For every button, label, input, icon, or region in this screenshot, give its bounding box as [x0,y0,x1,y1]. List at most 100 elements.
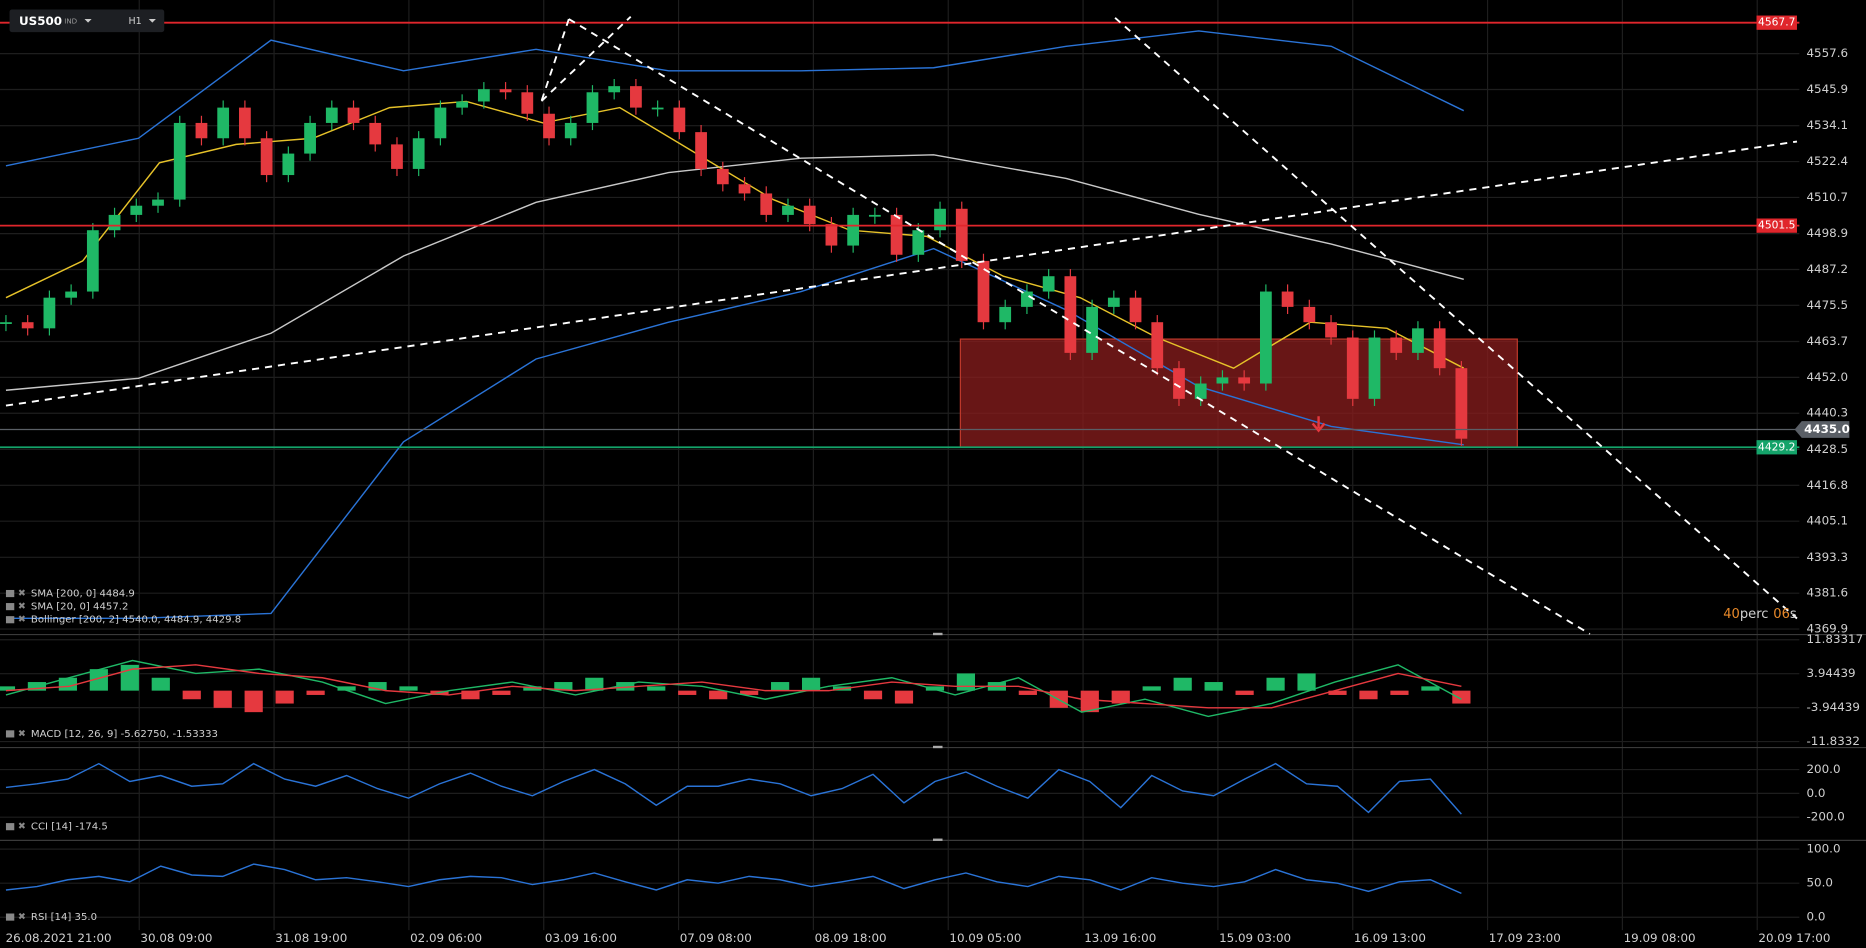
macd-bar [89,669,108,691]
legend-label: Bollinger [200, 2] 4540.0, 4484.9, 4429.… [31,615,241,626]
legend-icon [5,589,15,598]
candle [738,184,751,194]
candle [1064,276,1077,353]
candle [1259,291,1272,384]
legend-icon [5,913,15,921]
countdown-part: s [1790,606,1797,621]
time-label: 10.09 05:00 [949,931,1021,945]
level-marker [1756,218,1797,233]
macd-bar [647,686,666,691]
y-tick-label: -200.0 [1806,810,1844,824]
indicator-line [5,30,1465,167]
legend-icon [5,603,15,611]
y-tick-label: 3.94439 [1806,666,1855,680]
candle [1129,297,1142,323]
y-tick-label: 0.0 [1806,786,1825,800]
time-label: 19.09 08:00 [1624,931,1696,945]
macd-bar [0,686,16,691]
candle [217,107,230,139]
y-tick-label: -3.94439 [1806,700,1859,714]
candle [477,89,490,102]
macd-bar [740,690,759,695]
macd-bar [523,686,542,691]
candle [239,107,251,139]
countdown-part: 40 [1723,606,1740,621]
macd-bar [894,690,914,704]
candle [108,214,121,231]
y-tick-label: 4393.3 [1806,550,1848,564]
macd-bar [1421,686,1440,691]
candle [1368,337,1381,399]
legend-close: ✖ [18,614,26,625]
time-label: 02.09 06:00 [410,931,482,945]
candle [65,291,78,298]
candle [412,138,425,169]
candle [1303,306,1316,323]
legend-label: SMA [20, 0] 4457.2 [31,602,128,613]
candle [695,132,707,169]
legend-icon [5,730,15,738]
countdown-part: 06 [1773,606,1790,621]
candle [608,86,621,93]
candle [391,144,403,169]
macd-bar [956,673,976,691]
candle [282,153,295,176]
level-label: 4567.7 [1758,16,1795,29]
indicator-line [5,247,1464,620]
macd-bar [337,686,356,691]
sell-arrow [1311,416,1326,433]
time-label: 03.09 16:00 [545,931,617,945]
macd-bar [771,682,790,691]
candle [782,205,794,215]
candle [630,86,642,108]
timeframe[interactable]: H1 [129,16,142,27]
y-tick-label: 4545.9 [1806,82,1848,96]
candle [1151,322,1164,369]
y-tick-label: 4487.2 [1806,262,1848,276]
y-tick-label: -11.8332 [1806,734,1859,748]
macd-bar [1111,690,1130,704]
candle [1086,306,1098,353]
legend-close: ✖ [18,821,26,832]
macd-line [5,659,1462,718]
y-tick-label: 4416.8 [1806,478,1848,492]
macd-bar [925,686,945,691]
candle [1433,328,1446,369]
candle [434,107,447,139]
dropdown-icon[interactable] [84,19,92,23]
macd-bar [1390,690,1409,695]
candle [1390,337,1403,353]
macd-bar [1235,690,1254,695]
candle [825,224,838,246]
plot [0,21,1800,895]
time-label: 16.09 13:00 [1354,931,1426,945]
macd-bar [1142,686,1161,691]
candle [890,214,903,255]
y-tick-label: 4475.5 [1806,298,1848,312]
macd-line [5,664,1462,709]
y-tick-label: 0.0 [1806,910,1825,924]
candle [347,107,360,123]
oscillator-line [5,762,1462,815]
dropdown-icon[interactable] [148,19,156,23]
symbol[interactable]: US500 [19,14,62,28]
macd-bar [244,690,263,713]
indicator-line [5,100,1465,369]
time-label: 15.09 03:00 [1219,931,1291,945]
toolbar[interactable]: US500 IND H1 [9,9,165,33]
macd-bar [1173,677,1192,691]
macd-bar [616,682,635,691]
y-tick-label: 4452.0 [1806,370,1848,384]
y-tick-label: 50.0 [1806,876,1832,890]
candle [0,322,12,324]
candle [86,230,99,292]
time-label: 30.08 09:00 [140,931,212,945]
trend-line [5,140,1798,407]
candle [260,138,273,176]
legend-icon [5,616,15,624]
macd-bar [801,677,821,691]
candle [43,297,56,329]
macd-bar [1328,690,1347,695]
candle [1216,377,1229,384]
